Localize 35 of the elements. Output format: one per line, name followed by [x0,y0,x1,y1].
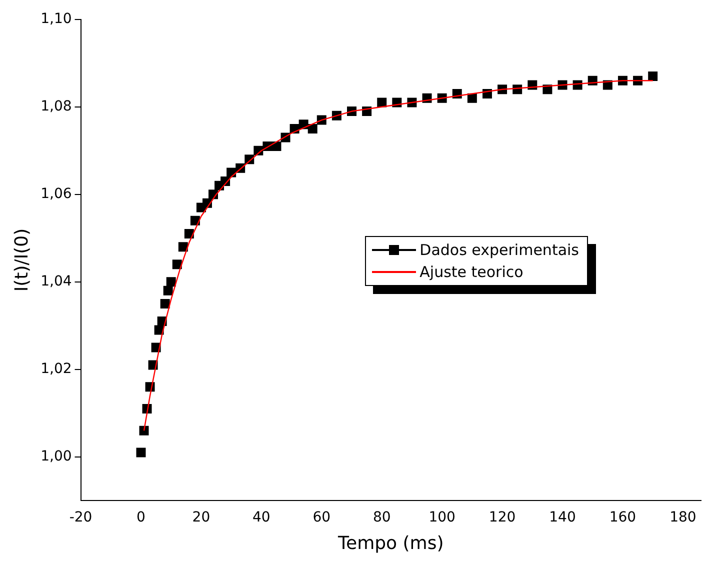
y-tick-label: 1,00 [40,448,72,464]
point [139,426,149,436]
y-tick-label: 1,08 [40,98,72,115]
y-tick-label: 1,06 [40,186,72,202]
x-tick-label: 0 [136,510,146,526]
point [166,277,176,287]
point [184,229,194,238]
y-axis-title: I(t)/I(0) [11,228,32,292]
x-tick-label: 140 [549,510,576,526]
x-tick-label: -20 [69,510,92,526]
legend-label: Ajuste teorico [420,262,524,283]
x-tick-label: 180 [670,510,696,526]
point [172,260,182,270]
x-tick-label: 100 [428,510,456,526]
x-tick-label: 80 [372,510,391,526]
x-tick-label: 20 [192,510,210,526]
point [136,448,146,458]
point [163,286,173,296]
x-tick-label: 40 [252,510,270,526]
legend-label: Dados experimentais [420,240,579,261]
point [308,124,318,134]
point [467,93,477,103]
x-axis-title: Tempo (ms) [337,532,444,554]
point [648,72,658,82]
point [160,299,170,308]
point [190,216,200,226]
x-tick-label: 60 [312,510,331,526]
y-tick-label: 1,04 [40,274,72,290]
point [272,142,282,152]
x-tick-label: 160 [609,510,636,526]
y-tick-label: 1,10 [40,11,72,28]
x-tick-label: 120 [488,510,516,526]
point [377,98,387,108]
point [178,242,188,252]
y-tick-label: 1,02 [40,361,72,378]
